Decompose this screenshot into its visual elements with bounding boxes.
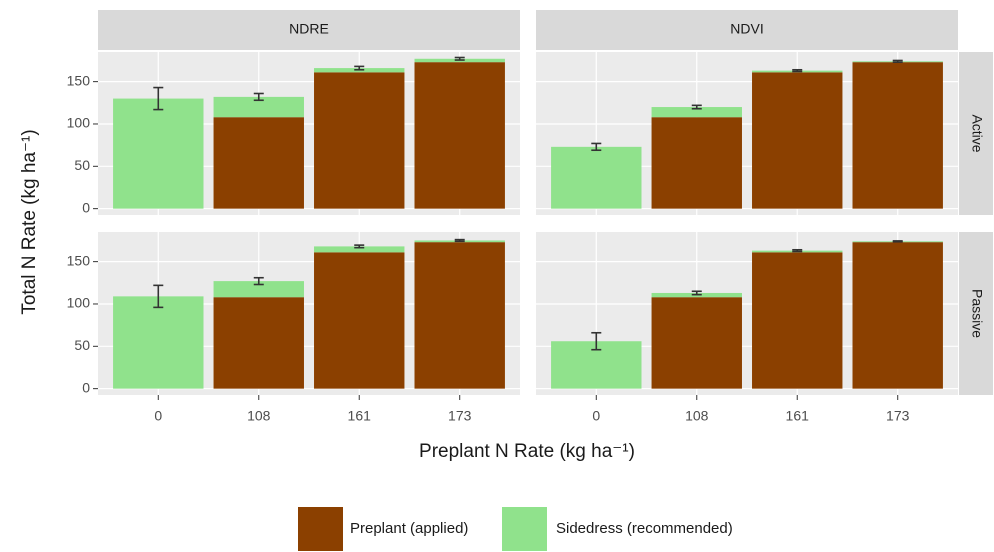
error-bar [253,92,264,102]
column-strip-label: NDRE [289,21,329,37]
bar-segment [213,117,304,209]
error-bar [253,276,264,286]
bar-segment [551,146,642,209]
error-bar [792,68,803,73]
bar-segment [113,296,204,389]
error-bar [591,142,602,152]
bar-segment [213,96,304,118]
bar-segment [314,72,405,209]
x-tick-label: 161 [348,408,372,424]
error-bar [354,244,365,249]
x-tick-label: 108 [247,408,271,424]
x-tick-label: 173 [886,408,910,424]
y-tick-label: 0 [82,199,90,215]
legend-key [502,507,547,551]
row-strip-label: Passive [969,289,985,338]
bar-segment [213,281,304,298]
x-tick-label: 0 [592,408,600,424]
strip [536,10,958,50]
error-bar [454,56,465,61]
legend-label: Preplant (applied) [350,520,468,537]
bar-segment [213,297,304,389]
x-tick-label: 108 [685,408,709,424]
y-tick-label: 0 [82,379,90,395]
bar-segment [852,62,943,209]
bar-segment [752,252,843,389]
y-tick-label: 100 [67,295,91,311]
y-tick-label: 50 [74,157,90,173]
bar-segment [651,107,742,118]
error-bar [892,240,903,243]
y-tick-label: 100 [67,115,91,131]
bar-segment [414,242,505,389]
error-bar [691,290,702,296]
error-bar [454,238,465,243]
column-strip-label: NDVI [730,21,763,37]
bar-segment [314,252,405,389]
bar-segment [852,242,943,389]
error-bar [153,86,164,111]
bar-segment [414,62,505,209]
y-tick-label: 50 [74,337,90,353]
strip [959,232,993,395]
row-strip-label: Active [969,114,985,152]
x-tick-label: 0 [154,408,162,424]
strip [959,52,993,215]
bar-segment [651,117,742,209]
error-bar [691,104,702,110]
bar-segment [113,98,204,209]
error-bar [591,331,602,351]
x-tick-label: 173 [448,408,472,424]
bar-segment [752,72,843,209]
error-bar [892,59,903,63]
error-bar [153,284,164,309]
strip [98,10,520,50]
bar-segment [314,246,405,253]
bar-segment [651,297,742,389]
x-tick-label: 161 [786,408,810,424]
legend-label: Sidedress (recommended) [556,520,733,537]
y-tick-label: 150 [67,252,91,268]
x-axis-title: Preplant N Rate (kg ha⁻¹) [419,441,635,462]
y-axis-title: Total N Rate (kg ha⁻¹) [19,129,40,314]
error-bar [792,248,803,253]
legend-key [298,507,343,551]
error-bar [354,65,365,71]
y-tick-label: 150 [67,72,91,88]
